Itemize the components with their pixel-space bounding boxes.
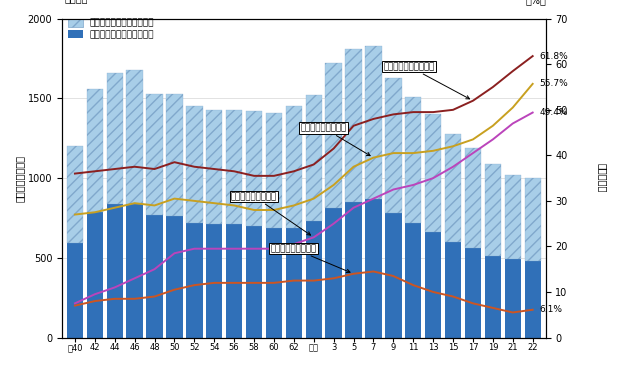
Bar xyxy=(206,110,223,224)
Bar xyxy=(306,221,322,338)
Bar xyxy=(107,73,123,204)
Bar xyxy=(246,111,262,226)
Text: 大学（学部）（女）: 大学（学部）（女） xyxy=(301,123,370,156)
Text: 大学・短期大学（計）: 大学・短期大学（計） xyxy=(384,62,469,99)
Bar xyxy=(87,211,103,338)
Bar xyxy=(67,146,83,243)
Text: 大学（学部）（女）: 大学（学部）（女） xyxy=(231,192,311,235)
Bar xyxy=(365,199,382,338)
Bar xyxy=(405,223,422,338)
Bar xyxy=(306,95,322,221)
Bar xyxy=(365,46,382,199)
Bar xyxy=(465,148,481,248)
Bar xyxy=(166,94,183,216)
Bar xyxy=(146,215,162,338)
Bar xyxy=(505,175,521,260)
Bar xyxy=(525,261,541,338)
Bar xyxy=(87,89,103,212)
Text: 短大（本科）（計）: 短大（本科）（計） xyxy=(271,244,350,273)
Text: 61.8%: 61.8% xyxy=(539,52,569,61)
Bar xyxy=(286,106,302,228)
Bar xyxy=(186,223,203,338)
Bar xyxy=(485,164,501,256)
Bar xyxy=(266,228,282,338)
Bar xyxy=(525,178,541,261)
Bar xyxy=(445,134,461,242)
Bar xyxy=(226,110,242,224)
Text: （年度）: （年度） xyxy=(523,374,547,375)
Bar xyxy=(266,113,282,228)
Bar xyxy=(146,94,162,215)
Bar xyxy=(385,213,402,338)
Bar xyxy=(126,70,143,204)
Bar xyxy=(246,226,262,338)
Bar xyxy=(326,63,342,208)
Bar xyxy=(465,248,481,338)
Bar xyxy=(425,114,441,232)
Bar xyxy=(186,106,203,223)
Bar xyxy=(425,232,441,338)
Bar xyxy=(206,224,223,338)
Bar xyxy=(67,243,83,338)
Legend: 新規高校等卒業者数（女）, 新規高校等卒業者数（男）: 新規高校等卒業者数（女）, 新規高校等卒業者数（男） xyxy=(66,17,156,41)
Text: （千人）: （千人） xyxy=(65,0,89,3)
Bar xyxy=(107,204,123,338)
Text: （%）: （%） xyxy=(526,0,547,5)
Bar xyxy=(286,228,302,338)
Bar xyxy=(326,209,342,338)
Bar xyxy=(445,242,461,338)
Bar xyxy=(226,224,242,338)
Bar xyxy=(345,202,361,338)
Text: 入学志願率: 入学志願率 xyxy=(597,164,608,193)
Bar xyxy=(405,97,422,223)
Text: 55.7%: 55.7% xyxy=(539,80,569,88)
Bar xyxy=(345,49,361,202)
Bar xyxy=(126,204,143,338)
Bar xyxy=(505,260,521,338)
Text: 高等学校等卒業者: 高等学校等卒業者 xyxy=(14,154,24,202)
Bar xyxy=(385,78,402,213)
Text: 6.1%: 6.1% xyxy=(539,305,562,314)
Bar xyxy=(166,216,183,338)
Bar xyxy=(485,256,501,338)
Text: 49.4%: 49.4% xyxy=(539,108,568,117)
